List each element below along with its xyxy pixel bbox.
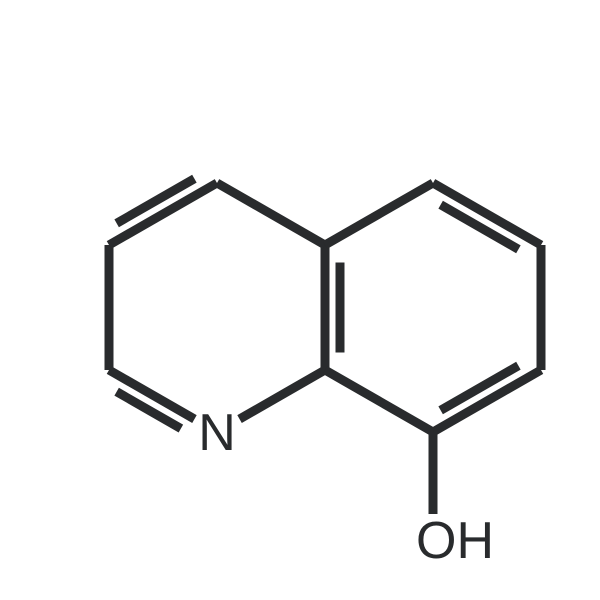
atom-label-o9: OH	[416, 512, 494, 570]
bond	[217, 183, 325, 245]
bond	[325, 183, 433, 245]
atom-label-n3: N	[198, 404, 236, 462]
bond	[325, 370, 433, 432]
atom-labels-group: N OH	[198, 404, 494, 570]
bond	[240, 370, 325, 419]
bonds-group	[109, 179, 541, 514]
molecule-diagram: N OH	[0, 0, 600, 600]
